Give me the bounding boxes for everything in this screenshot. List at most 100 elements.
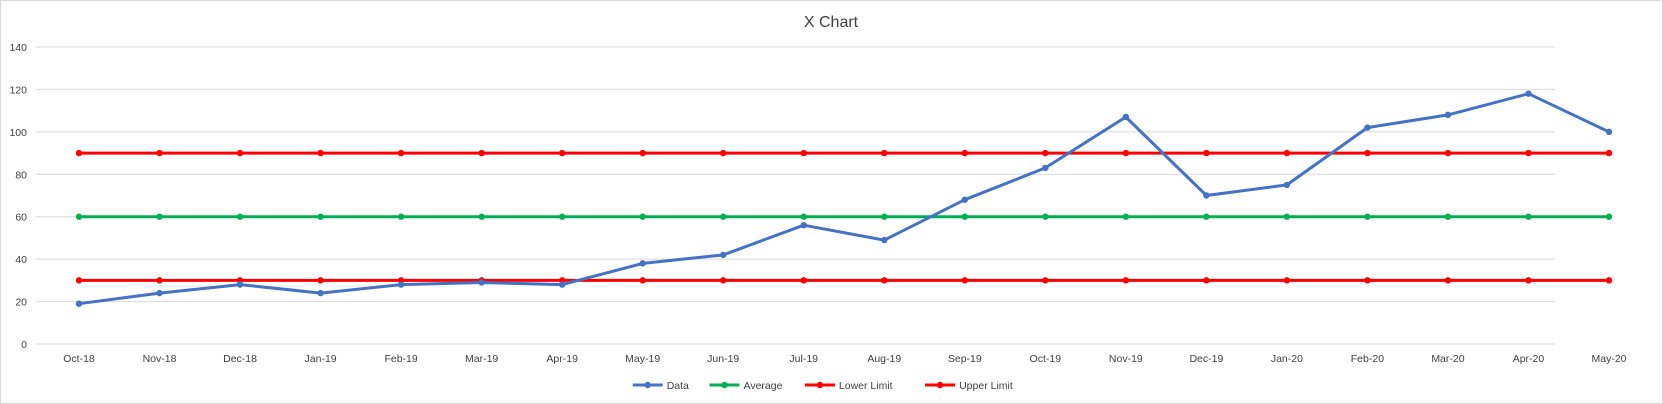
data-point bbox=[1364, 277, 1371, 284]
x-tick-label: Jun-19 bbox=[707, 353, 739, 365]
data-point bbox=[961, 213, 968, 220]
data-point bbox=[1444, 213, 1452, 220]
x-tick-label: Aug-19 bbox=[867, 353, 901, 365]
data-point bbox=[75, 277, 83, 284]
data-point bbox=[881, 149, 888, 157]
y-tick-label: 40 bbox=[15, 254, 27, 266]
y-tick-label: 80 bbox=[15, 169, 27, 181]
x-tick-label: Feb-19 bbox=[384, 353, 417, 365]
data-point bbox=[881, 236, 888, 244]
x-tick-label: Dec-18 bbox=[223, 353, 257, 365]
data-point bbox=[961, 149, 968, 157]
data-point bbox=[1525, 213, 1532, 220]
x-tick-label: Nov-18 bbox=[143, 353, 177, 365]
x-tick-label: Oct-19 bbox=[1030, 353, 1062, 365]
data-point bbox=[1444, 111, 1452, 119]
legend-marker bbox=[816, 381, 824, 389]
data-point bbox=[236, 281, 244, 288]
y-tick-label: 60 bbox=[15, 212, 27, 224]
data-point bbox=[478, 149, 485, 157]
x-tick-label: May-20 bbox=[1591, 353, 1626, 365]
data-point bbox=[1203, 277, 1210, 284]
legend-label: Upper Limit bbox=[959, 380, 1013, 392]
data-point bbox=[1042, 277, 1049, 284]
y-tick-label: 0 bbox=[21, 339, 27, 351]
data-point bbox=[397, 281, 405, 288]
data-point bbox=[800, 277, 807, 284]
data-point bbox=[800, 213, 807, 220]
data-point bbox=[1042, 149, 1049, 157]
data-point bbox=[1444, 277, 1452, 284]
y-tick-label: 100 bbox=[9, 127, 27, 139]
data-point bbox=[317, 149, 324, 157]
x-tick-label: Sep-19 bbox=[948, 353, 982, 365]
series-lower-limit bbox=[75, 277, 1613, 284]
data-point bbox=[881, 213, 888, 220]
series-group bbox=[75, 90, 1613, 307]
data-point bbox=[1283, 277, 1291, 284]
data-point bbox=[156, 149, 163, 157]
data-point bbox=[156, 277, 163, 284]
data-point bbox=[75, 300, 83, 307]
data-point bbox=[1203, 192, 1210, 199]
data-point bbox=[75, 213, 83, 220]
data-point bbox=[236, 213, 244, 220]
data-point bbox=[1364, 124, 1371, 131]
gridlines bbox=[36, 46, 1555, 345]
x-tick-label: Mar-19 bbox=[465, 353, 498, 365]
x-tick-label: Mar-20 bbox=[1431, 353, 1464, 365]
y-axis-ticks: 0 20 40 60 80 100 120 140 bbox=[9, 42, 27, 351]
data-point bbox=[1444, 149, 1452, 157]
data-point bbox=[1122, 149, 1130, 157]
data-point bbox=[1283, 181, 1291, 189]
x-tick-label: Jul-19 bbox=[789, 353, 818, 365]
data-point bbox=[236, 149, 244, 157]
legend-item: Data bbox=[632, 380, 689, 392]
data-point bbox=[156, 289, 163, 297]
x-tick-label: May-19 bbox=[625, 353, 660, 365]
data-point bbox=[1042, 213, 1049, 220]
data-point bbox=[558, 281, 566, 288]
data-point bbox=[317, 213, 324, 220]
data-point bbox=[1283, 213, 1291, 220]
data-point bbox=[720, 251, 727, 259]
data-point bbox=[1605, 213, 1613, 220]
data-point bbox=[317, 289, 324, 297]
legend-marker bbox=[721, 381, 728, 389]
data-point bbox=[75, 149, 83, 157]
data-point bbox=[1042, 164, 1049, 172]
data-point bbox=[1364, 213, 1371, 220]
x-tick-label: Apr-20 bbox=[1513, 353, 1545, 365]
x-axis-ticks: Oct-18 Nov-18 Dec-18 Jan-19 Feb-19 Mar-19 Apr-… bbox=[63, 353, 1626, 365]
series-data bbox=[75, 90, 1613, 307]
y-tick-label: 120 bbox=[9, 84, 27, 96]
data-point bbox=[1525, 149, 1532, 157]
legend-label: Data bbox=[667, 380, 689, 392]
data-point bbox=[961, 277, 968, 284]
data-point bbox=[1605, 277, 1613, 284]
legend-item: Lower Limit bbox=[804, 380, 893, 392]
x-tick-label: Nov-19 bbox=[1109, 353, 1143, 365]
legend-item: Upper Limit bbox=[925, 380, 1013, 392]
data-point bbox=[1364, 149, 1371, 157]
data-point bbox=[1203, 213, 1210, 220]
legend: Data Average Lower Limit Upper Limit bbox=[632, 380, 1013, 392]
x-tick-label: Jan-19 bbox=[305, 353, 337, 365]
legend-label: Lower Limit bbox=[839, 380, 893, 392]
legend-item: Average bbox=[709, 380, 783, 392]
data-point bbox=[1122, 213, 1130, 220]
data-point bbox=[156, 213, 163, 220]
legend-marker bbox=[644, 381, 651, 389]
data-point bbox=[961, 196, 968, 203]
data-point bbox=[1525, 277, 1532, 284]
data-point bbox=[639, 149, 646, 157]
data-point bbox=[639, 260, 646, 267]
data-point bbox=[317, 277, 324, 284]
data-point bbox=[720, 213, 727, 220]
data-point bbox=[1605, 128, 1613, 136]
data-point bbox=[397, 213, 405, 220]
chart-title: X Chart bbox=[804, 14, 859, 31]
series-upper-limit bbox=[75, 149, 1613, 157]
